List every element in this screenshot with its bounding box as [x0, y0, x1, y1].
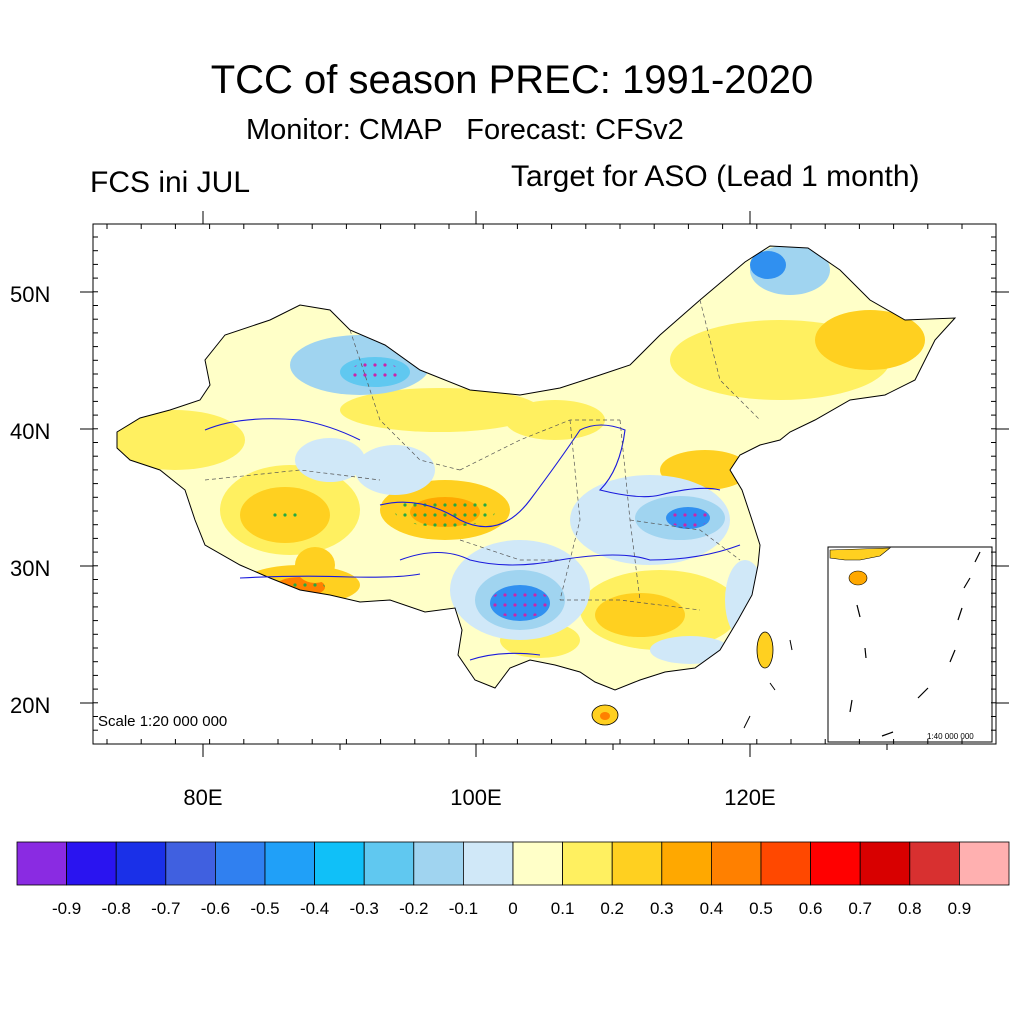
- colorbar-swatch: [165, 841, 216, 886]
- colorbar-swatch: [909, 841, 960, 886]
- colorbar-label: 0: [508, 899, 517, 918]
- colorbar-label: 0.8: [898, 899, 922, 918]
- nine-dash-marks: [743, 639, 793, 729]
- init-label: FCS ini JUL: [90, 166, 251, 199]
- colorbar-swatch: [810, 841, 861, 886]
- colorbar-swatch: [363, 841, 415, 886]
- inset-map: 1:40 000 000: [827, 546, 993, 743]
- colorbar-swatch: [562, 841, 613, 886]
- colorbar-label: -0.7: [151, 899, 180, 918]
- colorbar-swatch: [611, 841, 663, 886]
- scale-label: Scale 1:20 000 000: [98, 713, 227, 730]
- province-boundaries: [204, 299, 761, 611]
- forecast-label: Forecast: CFSv2: [466, 114, 684, 146]
- colorbar-swatch: [115, 841, 167, 886]
- colorbar: -0.9 -0.8 -0.7 -0.6 -0.5 -0.4 -0.3 -0.2 -0.1 0 0.1…: [16, 841, 1010, 918]
- colorbar-swatch: [462, 841, 514, 886]
- lat-label-50n: 50N: [10, 282, 50, 307]
- colorbar-label: -0.8: [102, 899, 131, 918]
- colorbar-label: -0.1: [449, 899, 478, 918]
- colorbar-swatch: [760, 841, 811, 886]
- colorbar-label: -0.5: [250, 899, 279, 918]
- rivers: [204, 418, 741, 661]
- colorbar-swatch: [66, 841, 117, 886]
- colorbar-swatch: [264, 841, 315, 886]
- lon-label-80e: 80E: [183, 785, 222, 810]
- colorbar-label: -0.2: [399, 899, 428, 918]
- subtitle-line: Monitor: CMAP Forecast: CFSv2: [246, 114, 684, 147]
- lon-label-120e: 120E: [724, 785, 775, 810]
- colorbar-label: -0.9: [52, 899, 81, 918]
- colorbar-swatch: [413, 841, 464, 886]
- colorbar-swatch: [959, 841, 1010, 886]
- colorbar-swatch: [859, 841, 911, 886]
- taiwan-island: [756, 631, 774, 669]
- colorbar-label: 0.1: [551, 899, 575, 918]
- colorbar-swatch: [661, 841, 712, 886]
- colorbar-label: 0.7: [848, 899, 872, 918]
- colorbar-label: 0.2: [600, 899, 624, 918]
- target-label: Target for ASO (Lead 1 month): [511, 160, 920, 193]
- lon-label-100e: 100E: [450, 785, 501, 810]
- colorbar-label: -0.3: [350, 899, 379, 918]
- colorbar-label: 0.6: [799, 899, 823, 918]
- lat-label-40n: 40N: [10, 419, 50, 444]
- colorbar-label: -0.6: [201, 899, 230, 918]
- map-title: TCC of season PREC: 1991-2020: [210, 58, 814, 102]
- colorbar-label: 0.9: [948, 899, 972, 918]
- colorbar-label: 0.3: [650, 899, 674, 918]
- colorbar-swatch: [512, 841, 563, 886]
- colorbar-label: -0.4: [300, 899, 329, 918]
- colorbar-swatch: [314, 841, 365, 886]
- colorbar-label: 0.5: [749, 899, 773, 918]
- colorbar-label: 0.4: [700, 899, 724, 918]
- colorbar-swatch: [214, 841, 266, 886]
- monitor-label: Monitor: CMAP: [246, 114, 443, 146]
- colorbar-swatch: [711, 841, 762, 886]
- lat-label-20n: 20N: [10, 693, 50, 718]
- inset-scale-label: 1:40 000 000: [927, 732, 974, 741]
- axis-ticks: [80, 211, 1009, 757]
- colorbar-swatch: [16, 841, 67, 886]
- lat-label-30n: 30N: [10, 556, 50, 581]
